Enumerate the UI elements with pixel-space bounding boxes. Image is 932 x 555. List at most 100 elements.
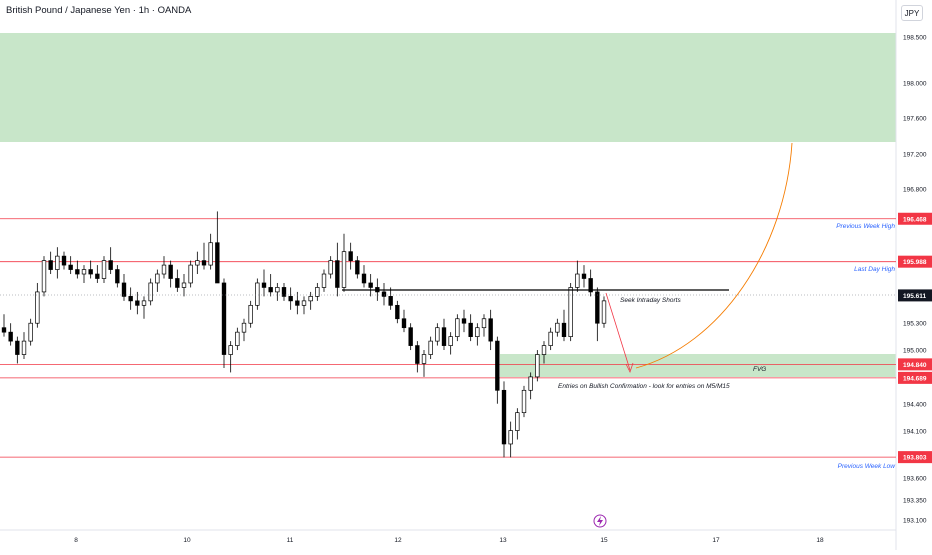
time-tick-label: 15: [600, 537, 608, 544]
candle: [95, 265, 100, 283]
price-tick-label: 193.100: [903, 518, 927, 525]
candle: [455, 314, 460, 342]
candle: [108, 247, 113, 275]
supply-zone: [0, 33, 896, 142]
levels-layer: [0, 218, 896, 458]
candle: [555, 318, 560, 337]
candle: [601, 296, 607, 328]
price-tick-label: 195.000: [903, 348, 927, 355]
candle: [335, 242, 340, 297]
price-tag-3-bg: [898, 371, 932, 384]
candle: [301, 296, 307, 315]
candle: [28, 318, 33, 346]
current-price-tag-bg: [898, 289, 932, 302]
candle: [61, 251, 67, 270]
time-tick-label: 8: [74, 537, 78, 544]
candle: [21, 332, 27, 359]
candle: [355, 256, 360, 279]
entries-label: Entries on Bullish Confirmation - look f…: [558, 383, 730, 390]
price-tag-0: 196.468: [903, 216, 927, 223]
candle: [441, 318, 447, 351]
candle: [548, 327, 553, 351]
candle: [208, 233, 213, 270]
candles-layer: [1, 211, 607, 458]
candle: [81, 265, 87, 283]
currency-button[interactable]: JPY: [901, 5, 923, 21]
candle: [1, 314, 7, 337]
candle: [341, 233, 347, 292]
candle: [121, 274, 127, 301]
candle: [381, 282, 387, 306]
price-tick-label: 195.300: [903, 321, 927, 328]
candle: [481, 314, 487, 337]
projection-curve[interactable]: [635, 142, 793, 369]
candle: [175, 269, 180, 292]
time-tick-label: 10: [183, 537, 191, 544]
candle: [415, 341, 420, 373]
candle: [315, 282, 320, 301]
candle: [68, 256, 73, 275]
candle: [428, 336, 433, 359]
fvg-zone: [500, 354, 896, 377]
candle: [161, 256, 167, 279]
candle: [321, 269, 327, 292]
price-tag-4-bg: [898, 451, 932, 464]
candle: [268, 274, 273, 297]
candle: [255, 278, 260, 310]
candle: [581, 265, 587, 288]
candle: [595, 287, 600, 342]
candle: [461, 309, 467, 333]
candle: [148, 278, 153, 306]
candle: [468, 314, 473, 342]
candle: [508, 421, 513, 458]
projection-arrow-line[interactable]: [605, 292, 631, 371]
price-tag-2-bg: [898, 358, 932, 371]
prev-week-low-label: Previous Week Low: [838, 463, 897, 470]
candle: [281, 282, 287, 301]
candle: [41, 256, 47, 297]
candle: [55, 247, 60, 279]
candle: [141, 296, 147, 319]
candle: [188, 260, 193, 288]
candle: [541, 341, 547, 364]
candle: [215, 211, 220, 284]
price-tick-label: 196.800: [903, 187, 927, 194]
candle: [168, 260, 173, 288]
fvg-label: FVG: [753, 366, 766, 373]
candle: [501, 381, 507, 458]
price-tag-3: 194.689: [903, 375, 927, 382]
price-axis[interactable]: 198.500 198.000 197.600 197.200 196.800 195.3…: [903, 35, 927, 525]
candle: [368, 274, 373, 297]
lightning-icon[interactable]: [593, 514, 607, 528]
candle: [88, 260, 93, 279]
candle: [575, 260, 580, 292]
price-tick-label: 193.600: [903, 476, 927, 483]
seek-shorts-label: Seek Intraday Shorts: [620, 297, 681, 304]
candle: [15, 336, 20, 364]
price-tag-4: 193.803: [903, 455, 927, 462]
candle: [275, 282, 280, 301]
time-tick-label: 17: [712, 537, 720, 544]
time-axis[interactable]: 8 10 11 12 13 15 17 18: [74, 537, 824, 544]
candle: [155, 269, 160, 292]
candle: [521, 385, 527, 418]
candle: [261, 269, 267, 297]
last-day-high-label: Last Day High: [854, 266, 895, 273]
candle: [561, 309, 567, 342]
candle: [135, 291, 140, 315]
candle: [241, 318, 247, 342]
candle: [48, 251, 53, 275]
price-tick-label: 194.100: [903, 429, 927, 436]
candle: [235, 327, 240, 351]
price-tick-label: 193.350: [903, 498, 927, 505]
candle: [395, 300, 400, 324]
candle: [228, 341, 233, 373]
candle: [475, 323, 480, 346]
candle: [515, 408, 520, 440]
candle: [361, 265, 367, 288]
price-tag-1: 195.988: [903, 259, 927, 266]
time-tick-label: 18: [816, 537, 824, 544]
price-tag-2: 194.840: [903, 362, 927, 369]
